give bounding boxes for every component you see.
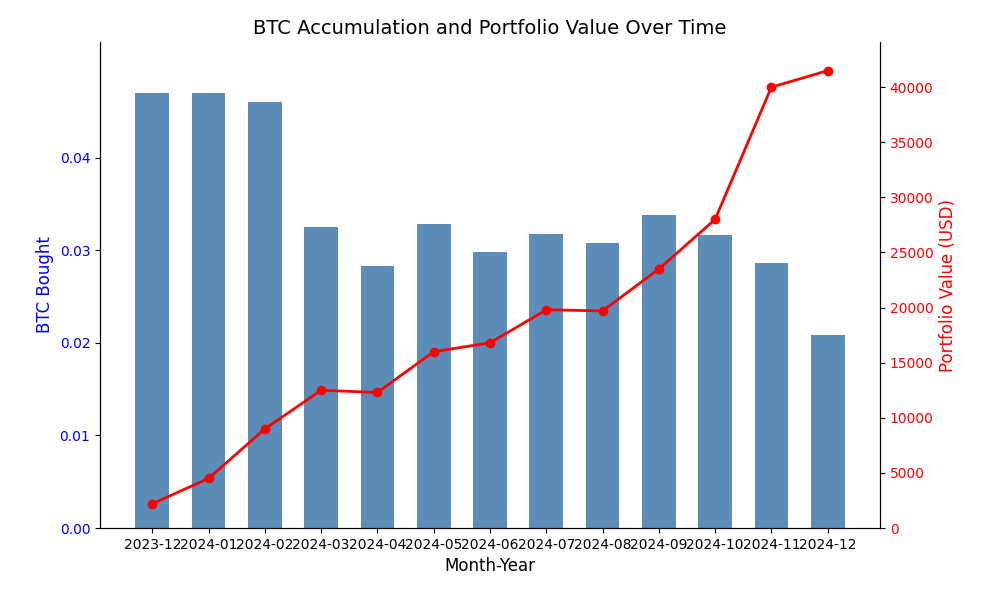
Bar [811,335,845,528]
Bar [361,266,394,528]
Y-axis label: BTC Bought: BTC Bought [36,236,54,334]
Bar [248,102,282,528]
Bar [529,233,563,528]
Title: BTC Accumulation and Portfolio Value Over Time: BTC Accumulation and Portfolio Value Ove… [253,19,727,38]
Y-axis label: Portfolio Value (USD): Portfolio Value (USD) [939,199,957,371]
Bar [642,215,676,528]
Bar [135,93,169,528]
Bar [698,235,732,528]
Bar [473,252,507,528]
Bar [755,263,788,528]
Bar [586,243,619,528]
Bar [192,93,225,528]
Bar [304,227,338,528]
Bar [417,224,451,528]
X-axis label: Month-Year: Month-Year [444,557,536,575]
